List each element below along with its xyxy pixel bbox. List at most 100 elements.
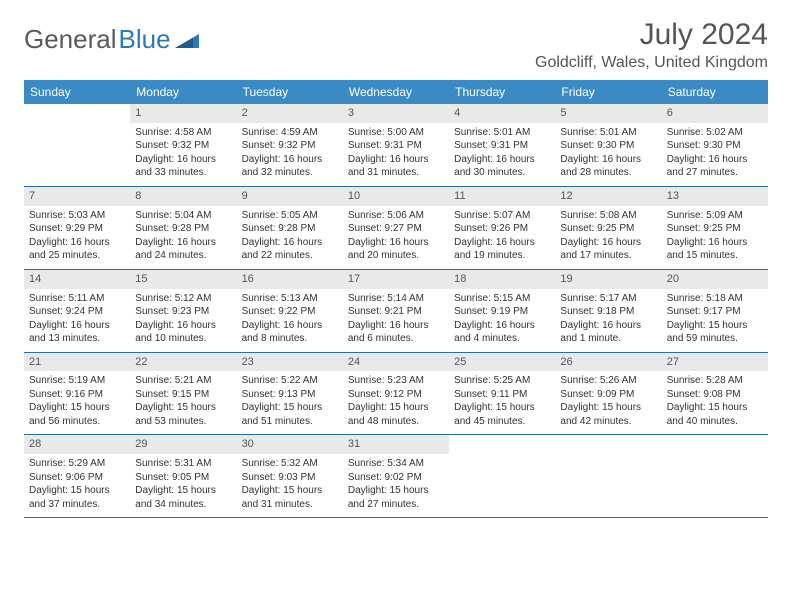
weeks-container: .1Sunrise: 4:58 AMSunset: 9:32 PMDayligh… [24,104,768,518]
daylight-line1: Daylight: 16 hours [560,236,656,250]
daylight-line1: Daylight: 16 hours [242,319,338,333]
day-number: 30 [237,435,343,454]
day-number: 16 [237,270,343,289]
daylight-line2: and 25 minutes. [29,249,125,263]
day-cell: 10Sunrise: 5:06 AMSunset: 9:27 PMDayligh… [343,187,449,269]
day-number: 26 [555,353,661,372]
daylight-line1: Daylight: 15 hours [667,319,763,333]
sunset-text: Sunset: 9:05 PM [135,471,231,485]
sunset-text: Sunset: 9:13 PM [242,388,338,402]
daylight-line1: Daylight: 15 hours [29,401,125,415]
day-number: 18 [449,270,555,289]
day-cell: 29Sunrise: 5:31 AMSunset: 9:05 PMDayligh… [130,435,236,517]
sunrise-text: Sunrise: 5:12 AM [135,292,231,306]
daylight-line2: and 20 minutes. [348,249,444,263]
day-cell: 25Sunrise: 5:25 AMSunset: 9:11 PMDayligh… [449,353,555,435]
day-number: 28 [24,435,130,454]
daylight-line2: and 15 minutes. [667,249,763,263]
logo: GeneralBlue [24,24,199,55]
daylight-line1: Daylight: 15 hours [667,401,763,415]
week-row: .1Sunrise: 4:58 AMSunset: 9:32 PMDayligh… [24,104,768,187]
daylight-line1: Daylight: 16 hours [560,319,656,333]
day-cell: 9Sunrise: 5:05 AMSunset: 9:28 PMDaylight… [237,187,343,269]
sunrise-text: Sunrise: 5:01 AM [560,126,656,140]
day-cell: 11Sunrise: 5:07 AMSunset: 9:26 PMDayligh… [449,187,555,269]
sunrise-text: Sunrise: 5:15 AM [454,292,550,306]
day-number: 7 [24,187,130,206]
sunrise-text: Sunrise: 5:29 AM [29,457,125,471]
day-number: 29 [130,435,236,454]
daylight-line2: and 28 minutes. [560,166,656,180]
day-cell: 6Sunrise: 5:02 AMSunset: 9:30 PMDaylight… [662,104,768,186]
daylight-line2: and 31 minutes. [348,166,444,180]
day-cell: 12Sunrise: 5:08 AMSunset: 9:25 PMDayligh… [555,187,661,269]
sunset-text: Sunset: 9:06 PM [29,471,125,485]
weekday-header: Saturday [662,80,768,104]
day-number: 2 [237,104,343,123]
day-number: 5 [555,104,661,123]
day-cell: 26Sunrise: 5:26 AMSunset: 9:09 PMDayligh… [555,353,661,435]
sunrise-text: Sunrise: 5:23 AM [348,374,444,388]
sunrise-text: Sunrise: 5:25 AM [454,374,550,388]
sunset-text: Sunset: 9:18 PM [560,305,656,319]
day-number: 11 [449,187,555,206]
daylight-line2: and 6 minutes. [348,332,444,346]
sunset-text: Sunset: 9:11 PM [454,388,550,402]
daylight-line1: Daylight: 15 hours [29,484,125,498]
day-cell: 4Sunrise: 5:01 AMSunset: 9:31 PMDaylight… [449,104,555,186]
sunrise-text: Sunrise: 4:58 AM [135,126,231,140]
day-number: 15 [130,270,236,289]
day-cell: 1 Sunrise: 4:58 AMSunset: 9:32 PMDaylight… [130,104,236,186]
daylight-line1: Daylight: 15 hours [242,484,338,498]
sunset-text: Sunset: 9:09 PM [560,388,656,402]
sunset-text: Sunset: 9:15 PM [135,388,231,402]
weekday-header: Wednesday [343,80,449,104]
sunset-text: Sunset: 9:32 PM [135,139,231,153]
day-number: 13 [662,187,768,206]
sunrise-text: Sunrise: 5:07 AM [454,209,550,223]
daylight-line2: and 13 minutes. [29,332,125,346]
day-cell-empty: . [449,435,555,517]
location-subtitle: Goldcliff, Wales, United Kingdom [535,54,768,72]
day-number: 31 [343,435,449,454]
daylight-line1: Daylight: 16 hours [29,319,125,333]
sunrise-text: Sunrise: 5:00 AM [348,126,444,140]
sunrise-text: Sunrise: 5:19 AM [29,374,125,388]
sunrise-text: Sunrise: 5:21 AM [135,374,231,388]
day-number: 4 [449,104,555,123]
sunset-text: Sunset: 9:28 PM [242,222,338,236]
daylight-line2: and 19 minutes. [454,249,550,263]
daylight-line1: Daylight: 15 hours [348,401,444,415]
daylight-line2: and 4 minutes. [454,332,550,346]
daylight-line1: Daylight: 16 hours [135,153,231,167]
sunset-text: Sunset: 9:08 PM [667,388,763,402]
daylight-line1: Daylight: 15 hours [242,401,338,415]
daylight-line2: and 48 minutes. [348,415,444,429]
sunset-text: Sunset: 9:16 PM [29,388,125,402]
sunrise-text: Sunrise: 4:59 AM [242,126,338,140]
day-cell: 18Sunrise: 5:15 AMSunset: 9:19 PMDayligh… [449,270,555,352]
day-cell-empty: . [662,435,768,517]
sunset-text: Sunset: 9:19 PM [454,305,550,319]
sunrise-text: Sunrise: 5:01 AM [454,126,550,140]
daylight-line2: and 1 minute. [560,332,656,346]
day-number: 1 [130,104,236,123]
logo-triangle-icon [175,24,199,55]
day-cell: 30Sunrise: 5:32 AMSunset: 9:03 PMDayligh… [237,435,343,517]
day-number: 27 [662,353,768,372]
daylight-line1: Daylight: 16 hours [454,236,550,250]
daylight-line2: and 34 minutes. [135,498,231,512]
daylight-line1: Daylight: 16 hours [667,153,763,167]
sunset-text: Sunset: 9:28 PM [135,222,231,236]
daylight-line2: and 27 minutes. [348,498,444,512]
sunset-text: Sunset: 9:12 PM [348,388,444,402]
day-cell: 16Sunrise: 5:13 AMSunset: 9:22 PMDayligh… [237,270,343,352]
day-number: 8 [130,187,236,206]
header: GeneralBlue July 2024 Goldcliff, Wales, … [24,18,768,72]
daylight-line2: and 31 minutes. [242,498,338,512]
sunset-text: Sunset: 9:31 PM [454,139,550,153]
sunset-text: Sunset: 9:30 PM [667,139,763,153]
daylight-line1: Daylight: 16 hours [560,153,656,167]
day-cell: 24Sunrise: 5:23 AMSunset: 9:12 PMDayligh… [343,353,449,435]
weekday-header: Monday [130,80,236,104]
